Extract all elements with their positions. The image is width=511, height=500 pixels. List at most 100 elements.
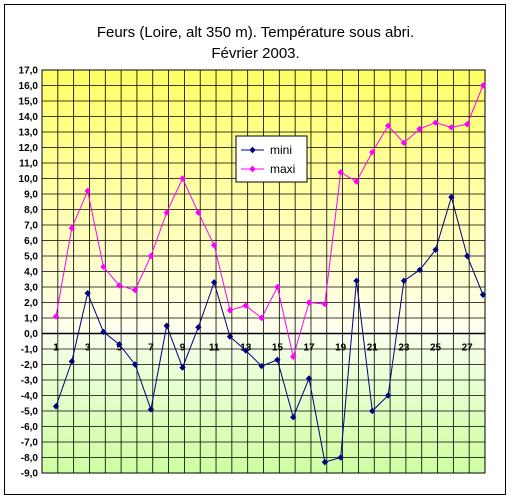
x-tick-label: 25 — [430, 343, 442, 354]
y-tick-label: -5,0 — [21, 407, 39, 418]
chart-title-line-1: Feurs (Loire, alt 350 m). Température so… — [96, 24, 415, 41]
data-point-mini — [147, 406, 155, 413]
y-tick-label: -7,0 — [21, 438, 39, 449]
data-point-maxi — [84, 187, 91, 195]
data-point-mini — [179, 364, 186, 371]
y-tick-label: 2,0 — [24, 298, 38, 309]
y-tick-label: 4,0 — [24, 267, 38, 278]
data-point-maxi — [195, 209, 202, 216]
grid-lines — [41, 69, 486, 474]
x-tick-label: 7 — [148, 343, 154, 354]
data-point-maxi — [384, 122, 392, 129]
legend-swatch-marker — [249, 146, 256, 154]
data-point-maxi — [274, 283, 281, 291]
y-tick-label: 7,0 — [24, 221, 38, 232]
chart-title: Feurs (Loire, alt 350 m). Température so… — [0, 22, 511, 64]
y-tick-label: 9,0 — [24, 190, 38, 201]
data-point-mini — [305, 375, 313, 382]
data-point-mini — [163, 322, 170, 329]
data-point-maxi — [305, 299, 313, 306]
data-point-mini — [353, 277, 360, 284]
y-tick-label: 6,0 — [24, 236, 38, 247]
data-point-mini — [479, 291, 487, 298]
data-point-maxi — [321, 300, 329, 308]
data-point-maxi — [369, 148, 376, 156]
legend: mini maxi — [235, 135, 308, 183]
y-tick-label: 10,0 — [19, 174, 39, 185]
data-point-maxi — [416, 125, 423, 133]
y-tick-label: 13,0 — [19, 128, 39, 139]
y-tick-label: 14,0 — [19, 112, 39, 123]
data-point-maxi — [116, 282, 123, 289]
y-tick-label: -9,0 — [21, 469, 39, 480]
x-tick-label: 19 — [335, 343, 347, 354]
data-point-mini — [195, 324, 202, 331]
y-tick-label: 17,0 — [19, 66, 39, 77]
data-point-maxi — [242, 302, 249, 309]
legend-item-mini: mini — [241, 143, 292, 157]
data-point-maxi — [52, 313, 60, 320]
data-point-mini — [258, 362, 265, 370]
data-point-mini — [226, 333, 234, 340]
y-tick-label: 5,0 — [24, 252, 38, 263]
x-tick-label: 9 — [180, 343, 186, 354]
data-point-mini — [400, 277, 408, 284]
data-point-maxi — [479, 82, 487, 89]
data-point-maxi — [290, 353, 297, 360]
data-point-mini — [384, 392, 392, 399]
data-point-mini — [68, 358, 76, 365]
y-tick-label: 1,0 — [24, 314, 38, 325]
data-point-maxi — [147, 252, 155, 260]
series-maxi — [52, 82, 487, 360]
y-tick-label: -4,0 — [21, 391, 39, 402]
data-point-mini — [84, 290, 91, 297]
data-point-mini — [463, 252, 471, 260]
plot-border — [41, 69, 486, 474]
legend-label: mini — [270, 143, 292, 157]
x-tick-label: 5 — [116, 343, 122, 354]
data-point-maxi — [432, 119, 439, 126]
data-point-maxi — [258, 314, 265, 322]
data-point-mini — [321, 458, 329, 466]
x-tick-label: 1 — [53, 343, 59, 354]
data-point-maxi — [179, 175, 186, 182]
series-line-mini — [55, 195, 484, 463]
y-tick-label: 16,0 — [19, 81, 39, 92]
data-point-maxi — [463, 121, 471, 128]
x-tick-label: 17 — [303, 343, 315, 354]
x-tick-label: 23 — [398, 343, 410, 354]
legend-item-maxi: maxi — [241, 162, 295, 176]
y-tick-label: 3,0 — [24, 283, 38, 294]
data-point-maxi — [353, 178, 360, 185]
y-tick-label: 15,0 — [19, 97, 39, 108]
x-tick-label: 3 — [85, 343, 91, 354]
data-point-maxi — [448, 124, 455, 131]
chart-title-line-2: Février 2003. — [211, 45, 300, 62]
data-point-maxi — [68, 224, 76, 232]
data-point-mini — [52, 403, 60, 410]
y-tick-label: 8,0 — [24, 205, 38, 216]
y-tick-label: 0,0 — [24, 329, 38, 340]
data-point-maxi — [163, 209, 170, 216]
legend-swatch-marker — [249, 165, 256, 173]
data-point-maxi — [400, 139, 408, 147]
data-point-maxi — [226, 307, 234, 314]
series-line-maxi — [55, 85, 484, 359]
x-tick-label: 15 — [272, 343, 284, 354]
y-tick-label: -2,0 — [21, 360, 39, 371]
series-layer — [52, 82, 487, 466]
legend-label: maxi — [270, 162, 295, 176]
data-point-mini — [100, 328, 107, 336]
data-point-mini — [116, 341, 123, 348]
data-point-mini — [448, 193, 455, 201]
data-point-mini — [369, 407, 376, 415]
data-point-maxi — [337, 169, 344, 176]
data-point-mini — [242, 347, 249, 354]
data-point-maxi — [131, 286, 139, 294]
data-point-mini — [290, 414, 297, 421]
y-axis-tick-labels: -9,0 -8,0 -7,0 -6,0 -5,0 -4,0 -3,0 -2,0 -1,0 0,0 1… — [19, 66, 39, 480]
data-point-mini — [337, 454, 344, 461]
y-tick-label: -3,0 — [21, 376, 39, 387]
data-point-mini — [432, 246, 439, 253]
